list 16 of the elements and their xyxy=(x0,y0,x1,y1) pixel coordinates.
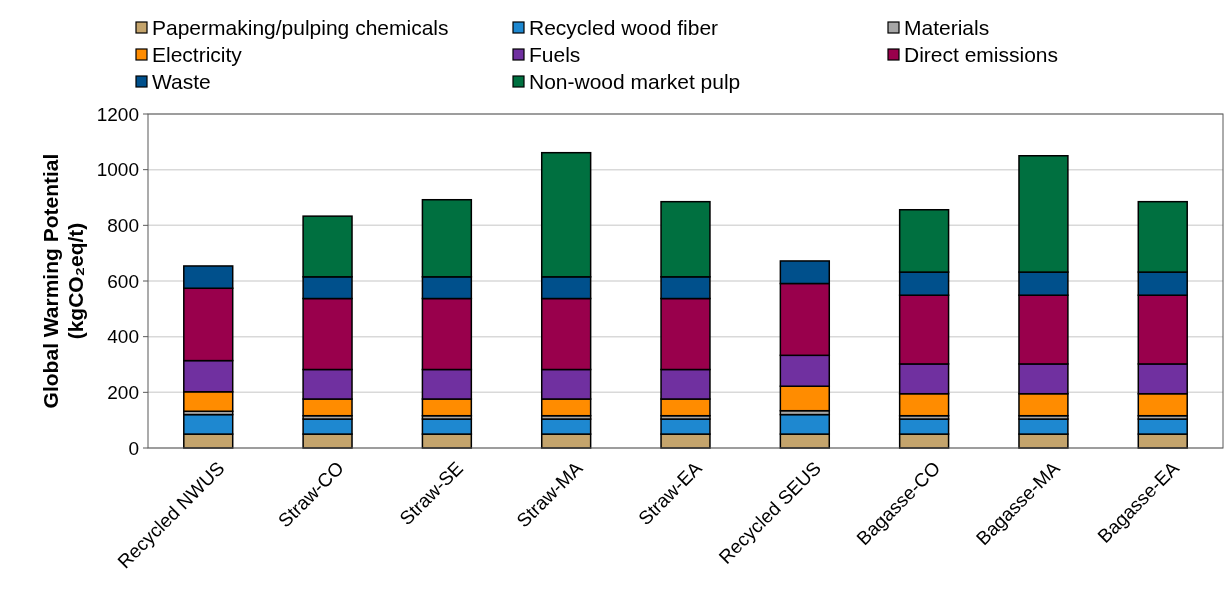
y-tick-label: 400 xyxy=(107,326,139,348)
legend-label: Materials xyxy=(904,16,990,40)
legend-label: Fuels xyxy=(529,43,581,67)
y-tick-label: 1200 xyxy=(96,103,139,125)
legend-label: Direct emissions xyxy=(904,43,1059,67)
y-tick-label: 600 xyxy=(107,270,139,292)
y-tick-label: 1000 xyxy=(96,159,139,181)
legend-label: Recycled wood fiber xyxy=(529,16,719,40)
legend-label: Non-wood market pulp xyxy=(529,70,741,94)
y-tick-label: 200 xyxy=(107,381,139,403)
y-axis-title: Global Warming Potential (kgCO₂eq/t) xyxy=(39,153,87,409)
legend-label: Electricity xyxy=(152,43,243,67)
y-tick-label: 0 xyxy=(128,437,139,459)
y-tick-label: 800 xyxy=(107,214,139,236)
legend-label: Waste xyxy=(152,70,211,94)
legend-label: Papermaking/pulping chemicals xyxy=(152,16,449,40)
